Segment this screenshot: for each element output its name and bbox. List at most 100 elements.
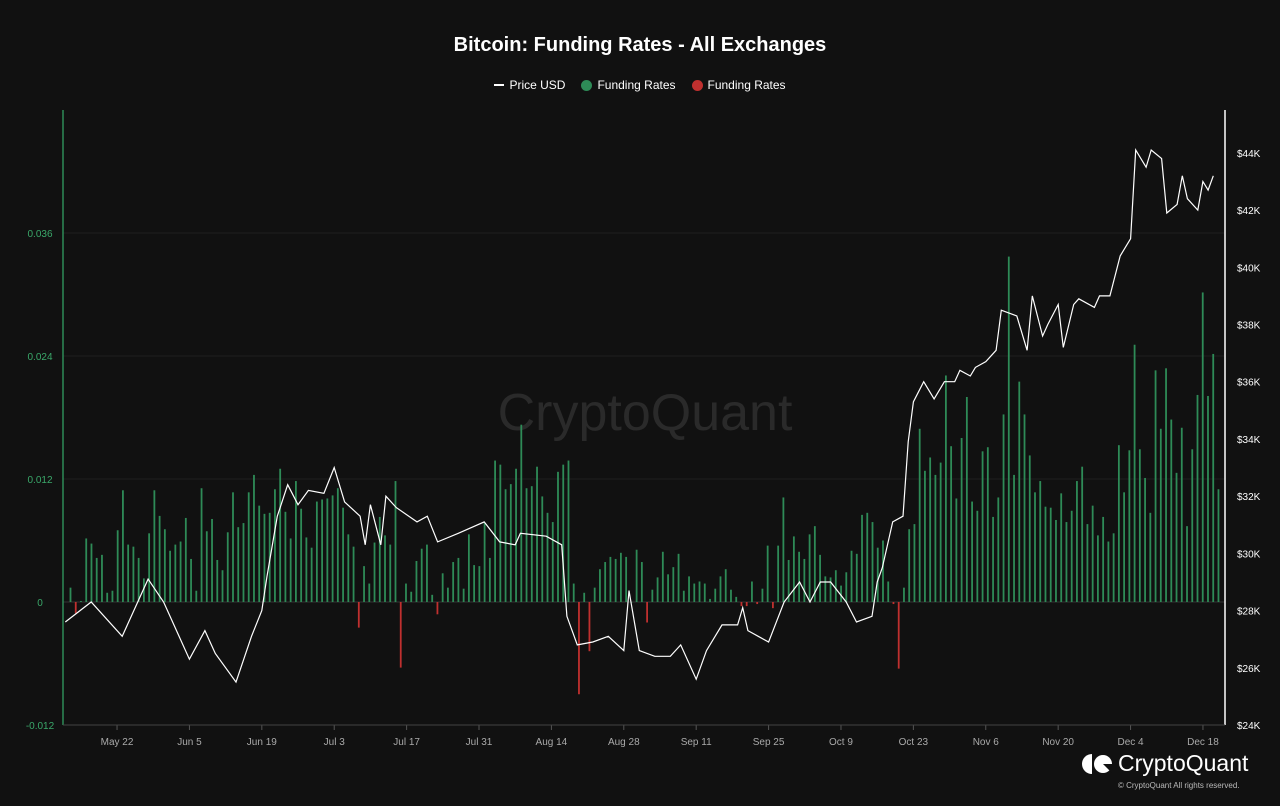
funding-bar <box>447 587 449 602</box>
funding-bar <box>494 460 496 602</box>
x-tick-label: Dec 18 <box>1187 737 1219 748</box>
funding-bar <box>855 553 858 602</box>
funding-bar <box>1065 522 1068 602</box>
green-dot-icon <box>581 79 593 91</box>
x-tick-label: Nov 20 <box>1042 737 1074 748</box>
funding-bar <box>1049 507 1052 602</box>
funding-bar <box>924 470 926 602</box>
funding-bar <box>284 511 287 602</box>
brand-name: CryptoQuant <box>1118 750 1249 776</box>
funding-bar <box>237 527 240 602</box>
funding-bar <box>357 602 360 628</box>
funding-bar <box>876 547 879 602</box>
funding-bar <box>163 529 166 602</box>
funding-bar <box>294 481 297 602</box>
funding-bar <box>1196 394 1199 602</box>
funding-bar <box>1028 455 1031 602</box>
funding-bar <box>1144 477 1146 602</box>
funding-bar <box>405 583 407 602</box>
funding-bar <box>1044 506 1047 602</box>
funding-bar <box>221 570 224 602</box>
funding-bar <box>473 565 476 602</box>
funding-bar <box>462 588 465 602</box>
funding-bar <box>1034 492 1036 602</box>
funding-bar <box>866 512 869 602</box>
right-tick-label: $36K <box>1237 378 1261 389</box>
funding-bar <box>300 508 303 602</box>
funding-bar <box>85 538 88 602</box>
funding-bar <box>719 576 722 602</box>
funding-bar <box>420 548 423 602</box>
funding-bar <box>132 546 135 602</box>
funding-bar <box>944 375 947 602</box>
right-tick-label: $30K <box>1237 549 1261 560</box>
funding-bar <box>929 457 932 602</box>
funding-bar <box>1175 472 1178 602</box>
legend-item-funding-positive[interactable]: Funding Rates <box>581 78 676 92</box>
funding-bar <box>205 531 208 602</box>
funding-bar <box>960 438 963 602</box>
funding-bar <box>1165 368 1167 602</box>
funding-bar <box>200 488 203 602</box>
funding-bar <box>336 488 339 602</box>
funding-bar <box>619 552 622 602</box>
funding-bar <box>1112 533 1115 602</box>
funding-bar <box>399 602 402 668</box>
funding-bar <box>792 536 795 602</box>
funding-bar <box>321 499 324 602</box>
funding-bar <box>772 602 774 609</box>
x-tick-label: Sep 25 <box>753 737 785 748</box>
legend-item-funding-negative[interactable]: Funding Rates <box>691 78 786 92</box>
left-tick-label: 0.036 <box>27 229 52 240</box>
funding-bar <box>80 600 82 602</box>
funding-bar <box>986 447 989 602</box>
funding-bar <box>1186 526 1188 602</box>
funding-bar <box>515 468 517 602</box>
funding-bar <box>766 545 769 602</box>
funding-bar <box>1002 414 1005 602</box>
legend-item-price[interactable]: Price USD <box>494 78 565 92</box>
funding-bar <box>467 534 470 602</box>
left-tick-label: 0 <box>37 598 43 609</box>
funding-bar <box>1117 445 1120 602</box>
funding-bar <box>646 602 649 623</box>
funding-bar <box>1013 474 1015 602</box>
funding-bar <box>452 562 455 602</box>
funding-bar <box>530 486 533 602</box>
funding-bar <box>1018 381 1021 602</box>
funding-bar <box>661 551 664 602</box>
funding-bar <box>583 592 586 602</box>
funding-bar <box>127 544 130 602</box>
funding-bar <box>111 590 114 602</box>
x-tick-label: Oct 23 <box>899 737 929 748</box>
funding-bar <box>887 581 890 602</box>
funding-bar <box>289 538 292 602</box>
funding-bar <box>1060 493 1063 602</box>
funding-bar <box>730 589 732 602</box>
funding-bar <box>1107 541 1110 602</box>
funding-bar <box>158 515 161 602</box>
funding-bar <box>426 544 428 602</box>
legend-label: Funding Rates <box>597 78 676 92</box>
funding-bar <box>861 514 863 602</box>
funding-bar <box>1212 353 1215 602</box>
funding-bar <box>871 522 874 602</box>
right-tick-label: $34K <box>1237 435 1261 446</box>
funding-bar <box>782 497 785 602</box>
funding-bar <box>950 446 953 602</box>
funding-bar <box>1128 450 1131 602</box>
funding-bar <box>572 583 575 602</box>
funding-bar <box>441 573 444 602</box>
funding-bar <box>211 518 213 602</box>
funding-bar <box>363 566 365 602</box>
x-tick-label: Jun 5 <box>177 737 202 748</box>
funding-bar <box>1076 481 1078 602</box>
funding-bar <box>326 498 329 602</box>
funding-bar <box>1096 535 1099 602</box>
funding-bar <box>714 588 717 602</box>
funding-bar <box>656 577 659 602</box>
funding-bar <box>247 492 250 602</box>
funding-bar <box>740 602 743 607</box>
funding-bar <box>153 490 156 602</box>
